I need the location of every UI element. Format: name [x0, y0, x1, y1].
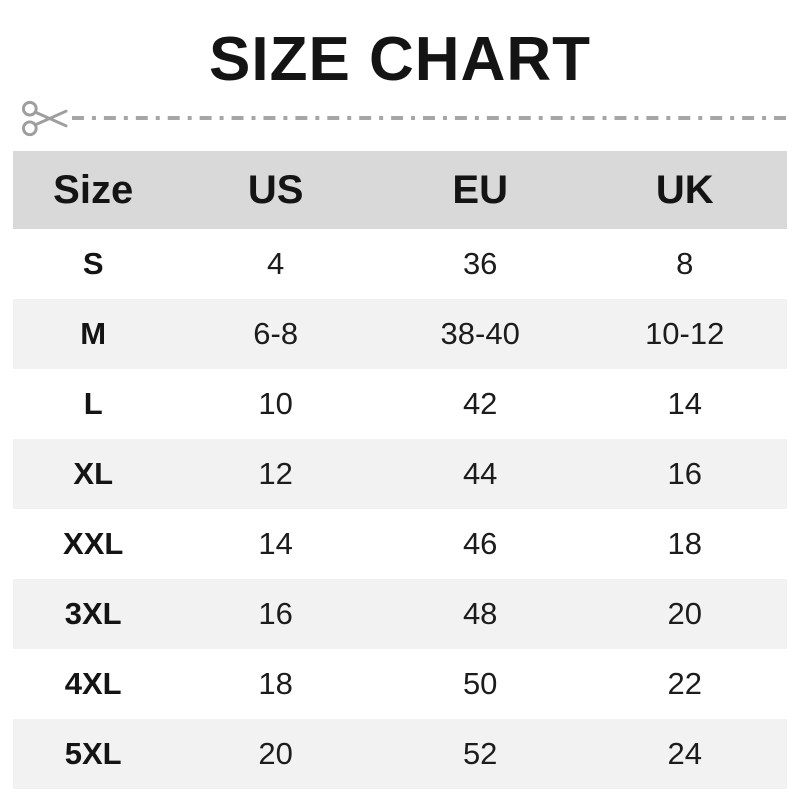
size-label: L: [83, 386, 103, 421]
size-value: 6-8: [253, 316, 299, 351]
table-row-5xl: 5XL 20 52 24: [13, 719, 787, 789]
table-row-xl: XL 12 44 16: [13, 439, 787, 509]
size-value: 14: [667, 386, 702, 421]
size-value: 52: [462, 736, 498, 771]
size-label: 5XL: [64, 736, 122, 771]
size-label: 3XL: [64, 596, 122, 631]
size-value: 12: [258, 456, 293, 491]
size-value: 46: [462, 526, 498, 561]
column-header-uk: UK: [582, 151, 787, 229]
column-header-us: US: [173, 151, 378, 229]
size-value: 42: [462, 386, 498, 421]
table-header: Size US EU UK: [13, 151, 787, 229]
size-value: 4: [267, 246, 285, 281]
size-label: XL: [73, 456, 114, 491]
size-value: 22: [667, 666, 702, 701]
size-value: 36: [462, 246, 498, 281]
size-value: 8: [676, 246, 694, 281]
size-value: 20: [258, 736, 293, 771]
size-value: 24: [667, 736, 702, 771]
size-value: 14: [258, 526, 293, 561]
table-row-3xl: 3XL 16 48 20: [13, 579, 787, 649]
table-header-row: Size US EU UK: [13, 151, 787, 229]
size-value: 18: [258, 666, 293, 701]
scissors-icon: [21, 100, 68, 136]
table-row-4xl: 4XL 18 50 22: [13, 649, 787, 719]
column-header-eu: EU: [377, 151, 583, 229]
size-chart-table: Size US EU UK S 4 36 8 M 6-8 38-40 10-12 L 10 42 14 XL 1…: [13, 151, 787, 789]
size-value: 50: [462, 666, 498, 701]
size-value: 20: [667, 596, 702, 631]
size-label: 4XL: [64, 666, 122, 701]
page-title: SIZE CHART: [209, 25, 591, 94]
table-row-xxl: XXL 14 46 18: [13, 509, 787, 579]
size-value: 16: [258, 596, 293, 631]
table-row-l: L 10 42 14: [13, 369, 787, 439]
size-label: S: [82, 246, 104, 281]
dash-dot-line: [72, 116, 790, 120]
column-header-size: Size: [13, 151, 174, 229]
size-value: 10: [258, 386, 293, 421]
size-value: 18: [667, 526, 702, 561]
table-row-m: M 6-8 38-40 10-12: [13, 299, 787, 369]
cut-line-divider: [0, 94, 800, 142]
size-value: 38-40: [440, 316, 520, 351]
table-body: S 4 36 8 M 6-8 38-40 10-12 L 10 42 14 XL 12 44 16 XXL 14 4…: [13, 229, 787, 789]
size-label: M: [80, 316, 107, 351]
size-label: XXL: [63, 526, 124, 561]
size-value: 16: [667, 456, 702, 491]
size-value: 48: [462, 596, 498, 631]
size-value: 10-12: [645, 316, 725, 351]
size-value: 44: [462, 456, 498, 491]
table-row-s: S 4 36 8: [13, 229, 787, 299]
